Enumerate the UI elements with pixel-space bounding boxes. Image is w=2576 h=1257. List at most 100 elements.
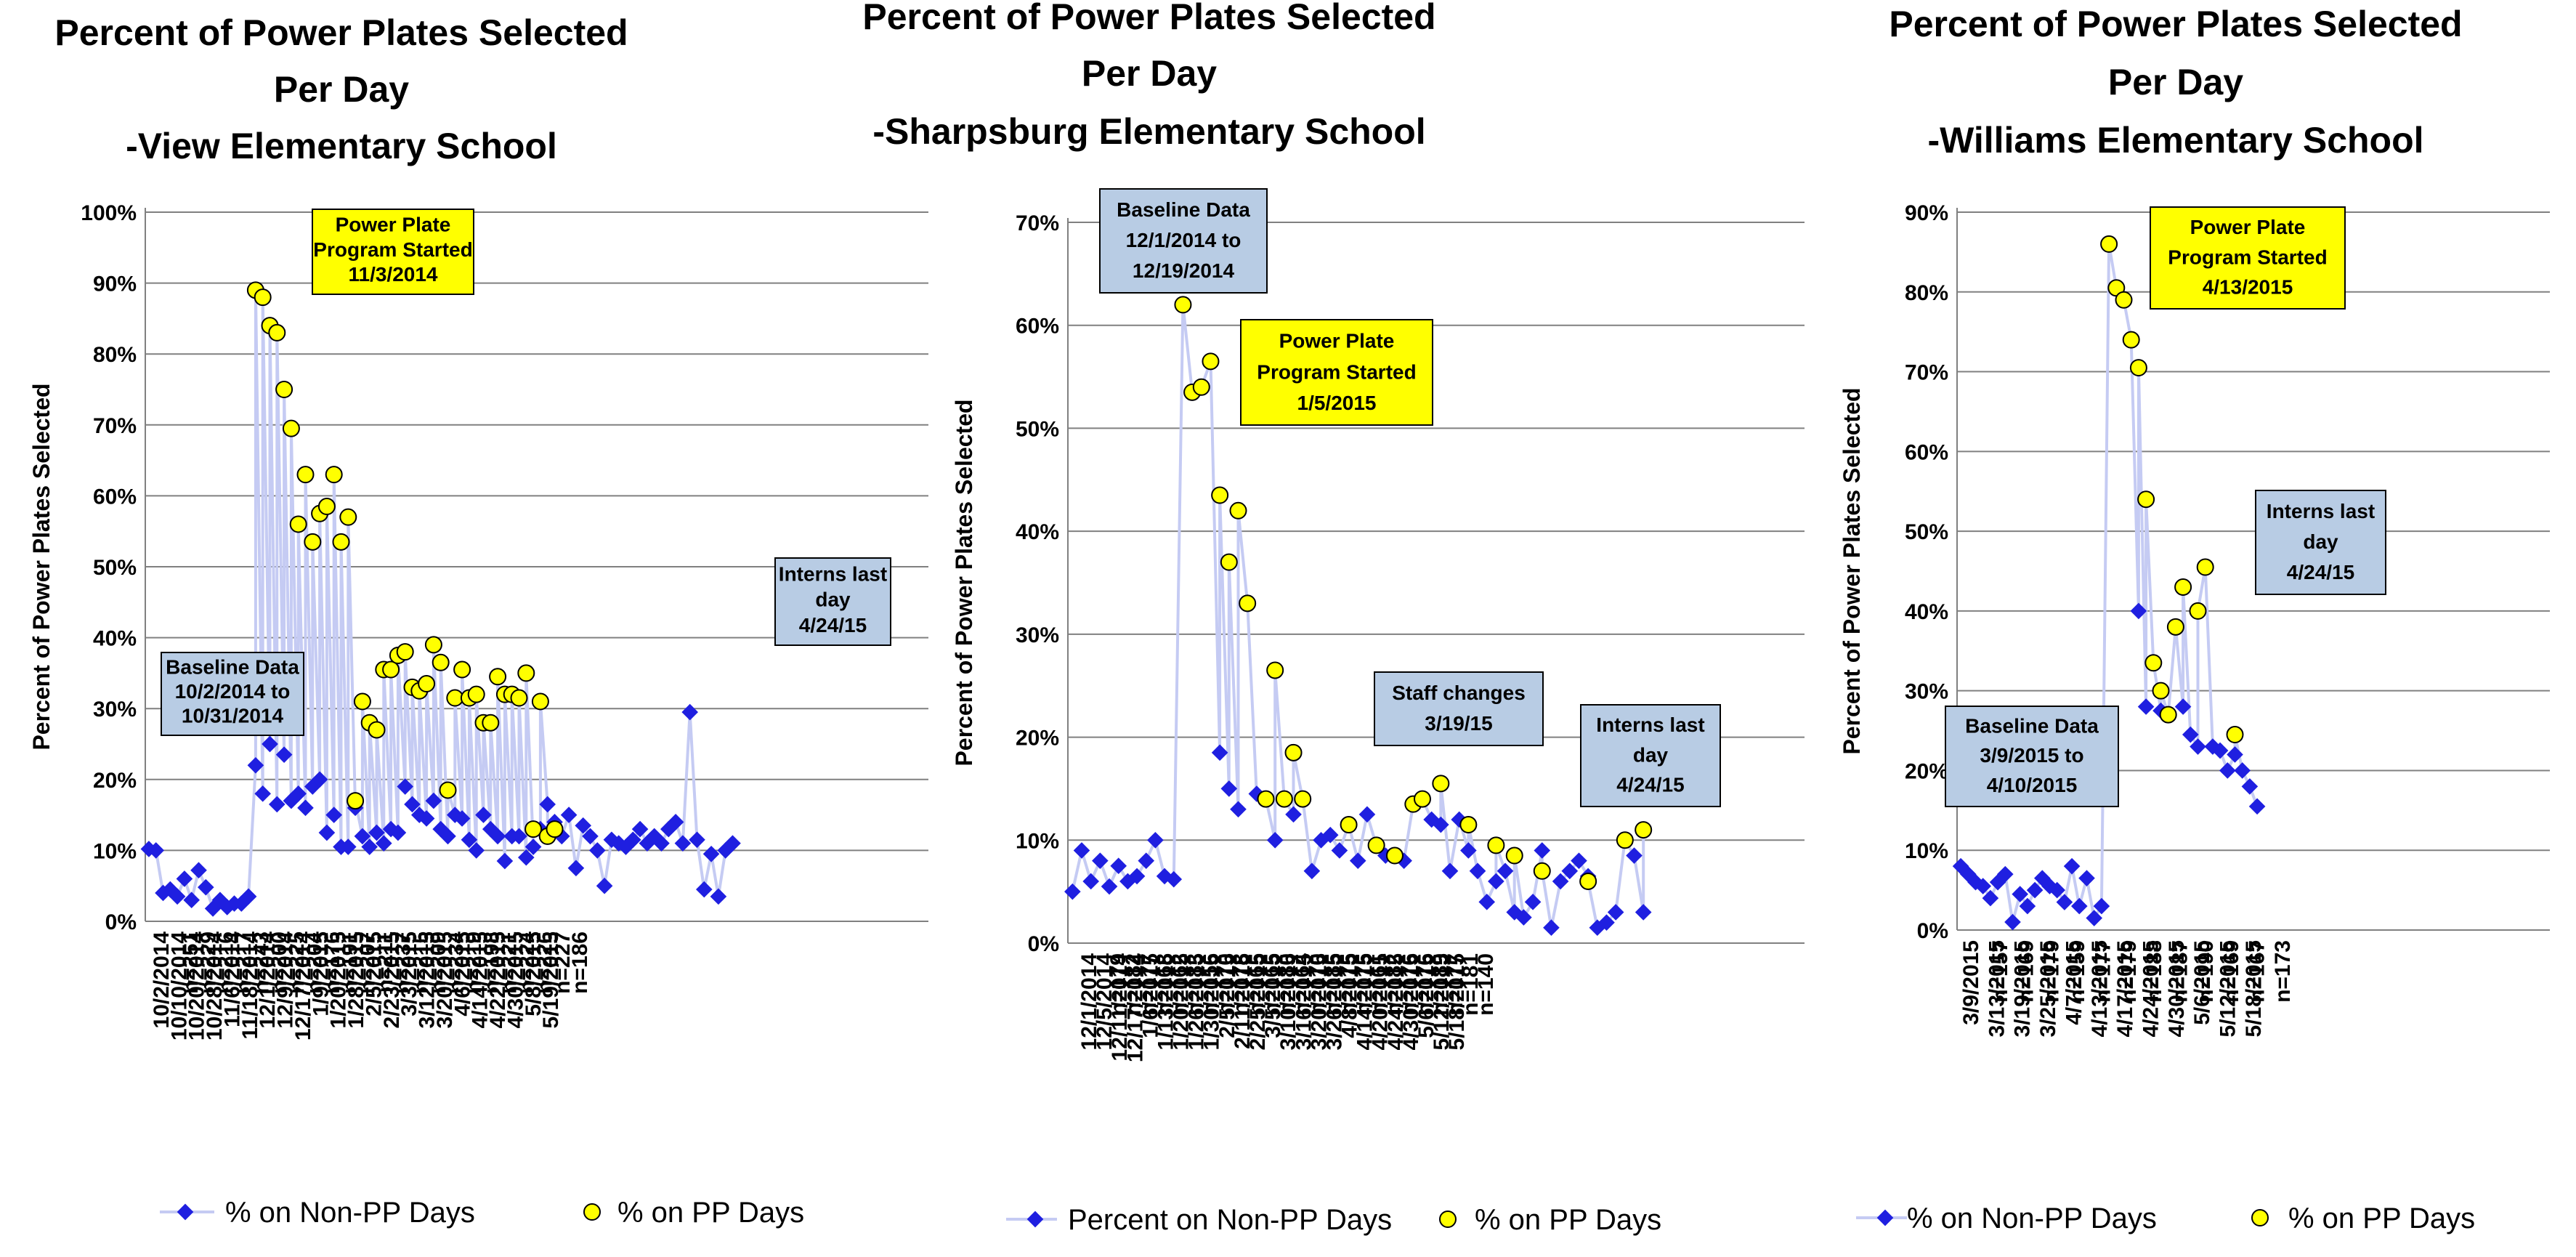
x-tick-label: n=177 xyxy=(1137,953,1161,1016)
y-tick-label: 40% xyxy=(93,627,137,651)
annotation-text: Program Started xyxy=(1257,360,1416,383)
chart-title-line: Percent of Power Plates Selected xyxy=(1889,4,2462,44)
non-pp-point xyxy=(1331,842,1348,859)
x-tick-label: n=159 xyxy=(2065,940,2089,1003)
x-tick-label: n=200 xyxy=(267,931,291,994)
non-pp-point xyxy=(1635,904,1652,921)
non-pp-point xyxy=(667,814,684,830)
x-tick-label: 3/5/2015 xyxy=(1261,953,1285,1038)
x-tick-label: 2/25/2015 xyxy=(1246,953,1270,1050)
non-pp-point xyxy=(724,835,741,852)
x-tick-label: 1/28/2015 xyxy=(344,931,368,1028)
x-tick-label: n=173 xyxy=(2271,940,2295,1003)
non-pp-point xyxy=(2056,894,2073,910)
non-pp-point xyxy=(1092,852,1109,869)
annotation-box xyxy=(774,557,891,646)
legend-diamond-marker xyxy=(177,1203,194,1221)
x-tick-label: n=165 xyxy=(1260,953,1284,1016)
x-tick-label: n=185 xyxy=(1321,953,1345,1016)
x-tick-label: 4/24/2015 xyxy=(1384,953,1408,1050)
pp-point xyxy=(1579,872,1597,890)
annotation-text: 1/5/2015 xyxy=(1297,392,1377,414)
x-tick-label: 3/9/2015 xyxy=(1959,940,1983,1025)
non-pp-point xyxy=(2241,778,2259,795)
pp-point xyxy=(1340,816,1358,834)
non-pp-point xyxy=(2049,881,2066,899)
non-pp-point xyxy=(1321,826,1339,844)
non-pp-point xyxy=(575,817,592,834)
x-tick-label: 3/16/2015 xyxy=(1292,953,1316,1050)
non-pp-point xyxy=(560,807,578,823)
non-pp-point xyxy=(1488,873,1504,890)
annotation-text: Interns last xyxy=(1596,714,1704,736)
non-pp-point xyxy=(2219,762,2236,779)
pp-point xyxy=(1505,846,1523,865)
x-tick-label: 12/17/2014 xyxy=(291,931,315,1040)
annotation-box xyxy=(161,652,304,736)
x-tick-label: 4/14/2015 xyxy=(469,931,493,1028)
non-pp-point xyxy=(297,799,314,817)
annotation-text: Interns last xyxy=(779,562,887,585)
non-pp-point xyxy=(2137,698,2155,715)
pp-point xyxy=(1487,836,1505,854)
non-pp-point xyxy=(1626,847,1643,864)
x-tick-label: n=169 xyxy=(2219,940,2243,1003)
y-tick-label: 30% xyxy=(1905,680,1948,704)
x-tick-label: 1/20/2015 xyxy=(327,931,351,1028)
x-tick-label: n=217 xyxy=(232,931,256,994)
non-pp-point xyxy=(1165,870,1183,888)
x-tick-label: n=211 xyxy=(373,931,397,993)
non-pp-point xyxy=(461,831,478,849)
x-tick-label: 12/11/2014 xyxy=(1108,953,1132,1062)
x-tick-label: n=175 xyxy=(1351,953,1375,1016)
y-tick-label: 60% xyxy=(1905,440,1948,464)
chart-title-line: -Williams Elementary School xyxy=(1927,120,2423,161)
non-pp-point xyxy=(524,838,542,855)
pp-point xyxy=(353,692,371,711)
legend-diamond-marker xyxy=(1876,1209,1894,1226)
non-pp-point xyxy=(190,862,207,879)
x-tick-label: 10/28/2014 xyxy=(203,931,227,1040)
non-pp-point xyxy=(425,792,442,809)
non-pp-point xyxy=(247,756,264,774)
pp-point xyxy=(2100,235,2118,253)
chart-title-line: Percent of Power Plates Selected xyxy=(862,0,1435,37)
x-tick-label: n=207 xyxy=(356,931,380,994)
non-pp-point xyxy=(2026,881,2044,899)
y-tick-label: 80% xyxy=(1905,281,1948,305)
annotation-text: day xyxy=(815,589,851,611)
x-tick-label: n=162 xyxy=(1167,953,1191,1016)
x-tick-label: n=169 xyxy=(2014,940,2038,1003)
x-tick-label: n=176 xyxy=(1398,953,1422,1016)
non-pp-point xyxy=(1478,894,1496,910)
x-tick-label: n=179 xyxy=(2040,940,2064,1003)
y-tick-label: 0% xyxy=(1028,932,1059,956)
y-tick-label: 30% xyxy=(93,698,137,722)
annotation-text: Staff changes xyxy=(1392,682,1526,704)
pp-point xyxy=(1294,790,1312,808)
pp-point xyxy=(2174,578,2192,596)
pp-point xyxy=(2196,558,2214,576)
annotation-text: Baseline Data xyxy=(1965,715,2099,737)
x-tick-label: 5/8/2015 xyxy=(522,931,546,1016)
pp-point xyxy=(2166,618,2184,636)
x-tick-label: n=176 xyxy=(1413,953,1437,1016)
x-tick-label: 4/7/2015 xyxy=(2062,940,2086,1025)
chart-title-line: Percent of Power Plates Selected xyxy=(54,12,628,53)
x-tick-label: n=189 xyxy=(1428,953,1452,1016)
legend-diamond-marker xyxy=(1026,1210,1044,1228)
pp-point xyxy=(510,689,528,707)
non-pp-point xyxy=(325,807,343,823)
non-pp-point xyxy=(1073,842,1090,859)
x-tick-label: n=179 xyxy=(2117,940,2141,1003)
annotation-box xyxy=(1240,319,1433,426)
x-tick-label: 3/13/2015 xyxy=(1985,940,2009,1037)
non-pp-point xyxy=(689,831,705,849)
x-tick-label: 2/5/2015 xyxy=(362,931,386,1016)
pp-point xyxy=(1385,846,1404,865)
non-pp-point xyxy=(2211,742,2229,759)
x-tick-label: n=170 xyxy=(1305,953,1329,1016)
pp-point xyxy=(524,820,543,838)
pp-point xyxy=(1239,594,1257,613)
x-tick-label: 3/26/2015 xyxy=(1322,953,1346,1050)
